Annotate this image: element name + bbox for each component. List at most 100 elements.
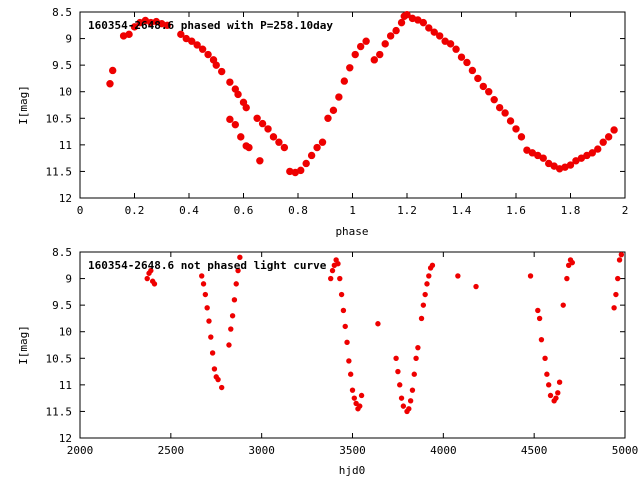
unphased-data-point <box>337 275 343 282</box>
unphased-x-tick-label: 3500 <box>339 444 366 457</box>
phased-data-point <box>356 42 365 51</box>
phased-data-point <box>452 45 460 53</box>
unphased-data-point <box>340 307 347 314</box>
unphased-data-point <box>211 366 218 372</box>
phased-y-tick-label: 10.5 <box>46 112 73 125</box>
unphased-data-points <box>144 251 625 415</box>
phased-data-point <box>106 80 114 88</box>
unphased-x-tick-label: 5000 <box>612 444 639 457</box>
unphased-data-point <box>413 355 419 361</box>
phased-data-point <box>351 50 359 59</box>
unphased-data-point <box>397 382 403 388</box>
unphased-x-tick-label: 3000 <box>248 444 275 457</box>
unphased-data-point <box>618 251 625 258</box>
unphased-data-point <box>357 403 363 409</box>
phased-data-point <box>313 143 321 152</box>
unphased-data-point <box>231 297 238 303</box>
unphased-data-point <box>226 342 232 348</box>
unphased-x-tick-label: 4000 <box>430 444 457 457</box>
phased-data-point <box>495 103 504 112</box>
unphased-y-tick-label: 10.5 <box>46 352 73 365</box>
phased-data-point <box>397 18 406 27</box>
unphased-y-tick-label: 12 <box>59 432 72 445</box>
phased-x-tick-label: 0.4 <box>179 204 199 217</box>
unphased-data-point <box>344 339 350 346</box>
unphased-data-point <box>560 302 566 308</box>
unphased-data-point <box>329 267 336 274</box>
phased-data-point <box>163 21 171 29</box>
unphased-data-point <box>229 313 236 319</box>
phased-data-point <box>204 50 212 59</box>
phased-data-point <box>370 56 378 64</box>
unphased-y-axis-label: I[mag] <box>17 325 30 365</box>
unphased-data-point <box>235 267 241 274</box>
phased-y-tick-label: 11 <box>59 139 72 152</box>
phased-y-tick-label: 11.5 <box>46 165 73 178</box>
phased-data-point <box>430 28 438 36</box>
unphased-data-point <box>615 275 621 282</box>
unphased-data-point <box>208 334 214 340</box>
unphased-data-point <box>353 400 359 407</box>
phased-data-points <box>106 10 618 177</box>
phased-data-point <box>307 151 316 160</box>
phased-data-point <box>297 166 305 175</box>
unphased-data-point <box>148 267 154 274</box>
unphased-y-tick-label: 9.5 <box>52 299 72 312</box>
phased-data-point <box>275 138 283 146</box>
unphased-data-point <box>556 379 563 385</box>
unphased-y-tick-label: 10 <box>59 326 72 339</box>
phased-data-point <box>485 88 493 96</box>
unphased-data-point <box>420 302 427 308</box>
phased-data-point <box>335 93 343 101</box>
unphased-x-ticks: 2000 2500 3000 3500 4000 4500 5000 <box>67 252 639 457</box>
phased-data-point <box>457 53 466 61</box>
phased-data-point <box>237 133 245 141</box>
unphased-data-point <box>204 305 210 311</box>
unphased-y-tick-label: 11.5 <box>46 405 73 418</box>
phased-data-point <box>198 45 207 53</box>
phased-data-point <box>245 143 253 152</box>
phased-data-point <box>506 117 515 125</box>
unphased-x-tick-label: 2000 <box>67 444 94 457</box>
unphased-data-point <box>536 315 543 322</box>
unphased-data-point <box>400 403 407 409</box>
unphased-data-point <box>424 281 430 287</box>
phased-data-point <box>425 24 433 32</box>
unphased-data-point <box>398 395 405 401</box>
phased-data-point <box>566 161 575 169</box>
phased-data-point <box>130 23 139 31</box>
phased-data-point <box>419 18 428 27</box>
phased-data-point <box>280 143 289 152</box>
unphased-data-point <box>351 395 358 401</box>
unphased-data-point <box>199 273 205 279</box>
unphased-data-point <box>144 275 150 282</box>
phased-x-tick-label: 1 <box>349 204 356 217</box>
unphased-data-point <box>564 275 570 282</box>
phased-data-point <box>231 120 240 129</box>
phased-data-point <box>463 58 471 67</box>
phased-data-point <box>386 32 395 40</box>
unphased-data-point <box>328 275 334 282</box>
unphased-data-point <box>527 273 534 279</box>
phased-x-tick-label: 1.6 <box>506 204 526 217</box>
phased-data-point <box>468 66 477 75</box>
phased-data-point <box>177 30 185 39</box>
unphased-data-point <box>415 344 421 351</box>
unphased-y-tick-label: 11 <box>59 379 72 392</box>
phased-data-point <box>256 157 264 165</box>
unphased-data-point <box>406 406 412 412</box>
unphased-data-point <box>233 281 239 287</box>
phased-data-point <box>512 125 520 133</box>
phased-x-tick-label: 1.8 <box>561 204 581 217</box>
phased-y-tick-label: 9.5 <box>52 59 72 72</box>
phased-x-tick-label: 0 <box>77 204 84 217</box>
unphased-data-point <box>538 336 545 343</box>
unphased-data-point <box>546 382 552 388</box>
phased-data-point <box>258 119 267 128</box>
phased-y-tick-label: 9 <box>65 33 72 46</box>
unphased-data-point <box>611 305 617 311</box>
phased-y-tick-label: 10 <box>59 86 72 99</box>
phased-x-tick-label: 2 <box>622 204 629 217</box>
unphased-data-point <box>335 260 341 267</box>
